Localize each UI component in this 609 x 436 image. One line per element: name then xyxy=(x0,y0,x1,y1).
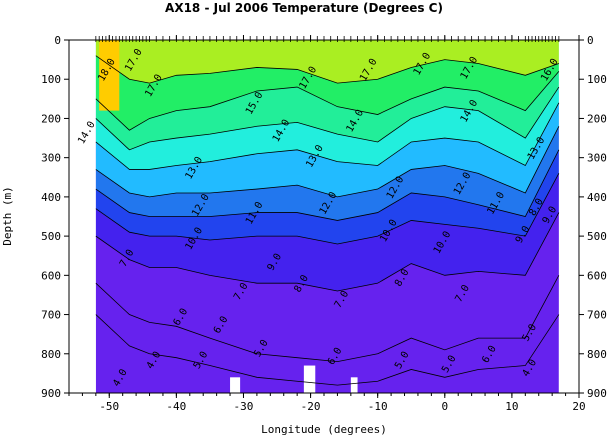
isotherm-6 xyxy=(95,275,560,363)
y-tick-label: 400 xyxy=(41,191,61,204)
y-tick-label: 500 xyxy=(41,230,61,243)
x-tick-label: -30 xyxy=(234,400,254,413)
y-tick-label-right: 200 xyxy=(587,112,607,125)
temperature-fill-bands xyxy=(95,40,559,393)
y-tick-label-right: 100 xyxy=(587,73,607,86)
x-tick-label: -40 xyxy=(166,400,186,413)
data-gap-0 xyxy=(303,365,316,393)
y-tick-label: 800 xyxy=(41,348,61,361)
y-axis: 0 0 100 100 200 200 300 300 400 400 500 500 600 600 70… xyxy=(41,34,607,400)
y-tick-label: 0 xyxy=(54,34,61,47)
y-tick-label: 100 xyxy=(41,73,61,86)
y-tick-label-right: 700 xyxy=(587,309,607,322)
isotherm-13 xyxy=(95,102,560,170)
x-tick-label: -50 xyxy=(99,400,119,413)
x-axis: -50 -40 -30 -20 -10 0 10 20 xyxy=(68,35,586,413)
isotherm-12 xyxy=(95,126,560,198)
isotherm-8 xyxy=(95,212,560,292)
outside-east xyxy=(558,40,579,393)
isotherm-lines xyxy=(95,55,560,386)
y-tick-label: 200 xyxy=(41,112,61,125)
y-tick-label: 900 xyxy=(41,387,61,400)
data-gap-1 xyxy=(230,377,241,393)
y-tick-label: 700 xyxy=(41,309,61,322)
y-tick-label-right: 900 xyxy=(587,387,607,400)
x-tick-label: 0 xyxy=(441,400,448,413)
y-tick-label: 300 xyxy=(41,152,61,165)
isotherm-14 xyxy=(95,86,560,151)
y-tick-label-right: 600 xyxy=(587,269,607,282)
y-tick-label: 600 xyxy=(41,269,61,282)
y-axis-title: Depth (m) xyxy=(1,186,14,246)
y-tick-label-right: 500 xyxy=(587,230,607,243)
plot-area: 18.0 17.017.0 17.0 17.0 17.0 17.0 16.015.014.0… xyxy=(69,40,579,393)
y-tick-label-right: 400 xyxy=(587,191,607,204)
isotherm-15 xyxy=(95,71,560,131)
isotherm-17 xyxy=(95,55,560,84)
data-gap-2 xyxy=(350,377,358,393)
isotherm-5 xyxy=(95,314,560,386)
outside-west xyxy=(69,40,96,393)
x-tick-label: -10 xyxy=(368,400,388,413)
y-tick-label-right: 300 xyxy=(587,152,607,165)
x-tick-label: -20 xyxy=(301,400,321,413)
data-gaps xyxy=(69,40,579,393)
isotherm-10 xyxy=(95,173,560,245)
y-tick-label-right: 0 xyxy=(587,34,594,47)
x-axis-title: Longitude (degrees) xyxy=(261,423,387,436)
band-warm-patch xyxy=(99,40,120,111)
chart-title: AX18 - Jul 2006 Temperature (Degrees C) xyxy=(165,1,443,15)
isotherm-11 xyxy=(95,149,560,221)
x-tick-label: 20 xyxy=(572,400,585,413)
band-17 xyxy=(95,40,559,84)
y-tick-label-right: 800 xyxy=(587,348,607,361)
x-tick-label: 10 xyxy=(505,400,518,413)
